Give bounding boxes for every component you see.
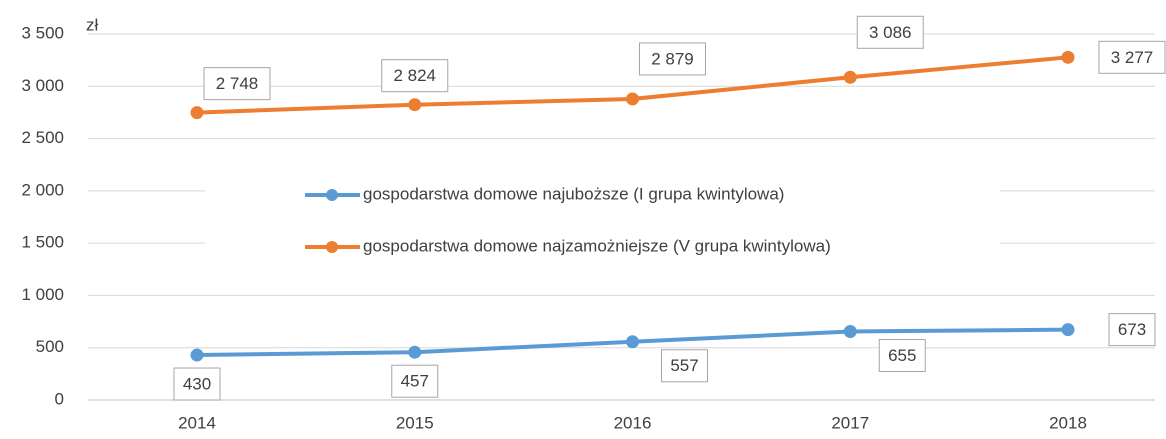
data-point	[843, 70, 857, 84]
data-point	[1061, 50, 1075, 64]
data-label-box	[1098, 40, 1166, 74]
data-point	[843, 325, 857, 339]
y-tick-label: 0	[55, 389, 64, 408]
y-tick-label: 3 000	[21, 76, 64, 95]
data-label: 673	[1118, 320, 1146, 339]
legend-marker	[326, 241, 338, 253]
data-label-box	[878, 339, 926, 373]
x-tick-label: 2018	[1049, 413, 1087, 432]
data-label-box	[1108, 313, 1156, 347]
data-label: 430	[183, 375, 211, 394]
data-label: 557	[670, 356, 698, 375]
data-point	[626, 335, 639, 349]
data-point	[408, 345, 422, 359]
y-tick-label: 500	[36, 337, 64, 356]
data-label-box	[856, 15, 924, 49]
y-tick-label: 2 000	[21, 180, 64, 199]
data-point	[626, 92, 639, 106]
data-label: 3 277	[1111, 48, 1154, 67]
x-tick-label: 2015	[396, 413, 434, 432]
x-tick-label: 2014	[178, 413, 216, 432]
data-point	[1061, 323, 1075, 337]
data-label: 3 086	[869, 23, 912, 42]
legend-label: gospodarstwa domowe najuboższe (I grupa …	[363, 184, 784, 203]
data-label: 2 748	[216, 74, 259, 93]
y-tick-label: 2 500	[21, 128, 64, 147]
y-tick-label: 1 000	[21, 285, 64, 304]
data-label-box	[381, 59, 449, 93]
data-label: 655	[888, 346, 916, 365]
y-tick-label: 1 500	[21, 233, 64, 252]
data-label: 457	[401, 372, 429, 391]
legend-marker	[326, 189, 338, 201]
y-tick-label: 3 500	[21, 23, 64, 42]
data-label-box	[391, 364, 439, 398]
data-label-box	[173, 367, 221, 401]
data-label-box	[639, 42, 706, 76]
x-tick-label: 2017	[831, 413, 869, 432]
y-axis-unit: zł	[86, 15, 99, 34]
x-tick-label: 2016	[614, 413, 652, 432]
data-point	[190, 348, 204, 362]
data-label-box	[661, 349, 708, 383]
legend-label: gospodarstwa domowe najzamożniejsze (V g…	[363, 236, 831, 255]
data-point	[408, 98, 422, 112]
data-label: 2 824	[393, 66, 436, 85]
data-point	[190, 106, 204, 120]
data-label-box	[203, 67, 271, 101]
data-label: 2 879	[651, 49, 694, 68]
